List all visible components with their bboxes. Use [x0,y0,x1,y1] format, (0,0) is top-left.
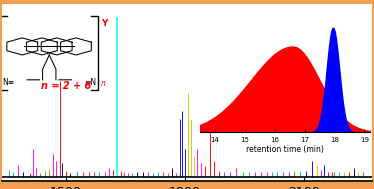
Text: Y: Y [101,19,107,28]
Text: n: n [101,79,106,88]
X-axis label: retention time (min): retention time (min) [246,145,324,153]
Text: ≡N: ≡N [84,78,96,87]
Text: N≡: N≡ [3,78,15,87]
Text: n = 2 + 6: n = 2 + 6 [41,81,91,91]
